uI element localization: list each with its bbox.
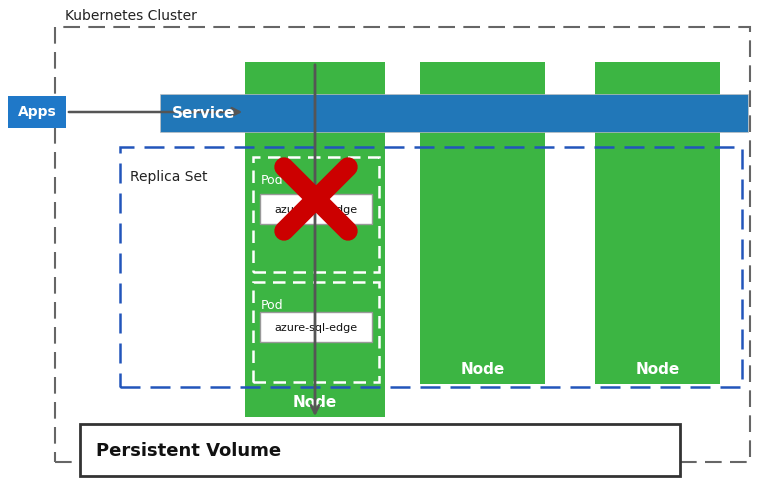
Text: Replica Set: Replica Set [130,170,207,184]
Text: Kubernetes Cluster: Kubernetes Cluster [65,9,197,23]
Text: Pod: Pod [261,299,284,312]
Bar [245,100,385,417]
Bar [420,63,545,101]
Text: Service: Service [172,106,236,121]
Text: Persistent Volume: Persistent Volume [96,441,281,459]
Bar [55,28,750,462]
Text: Apps: Apps [18,105,57,119]
Bar [80,424,680,476]
Text: Pod: Pod [261,174,284,187]
Bar [160,95,748,133]
Text: Node: Node [293,394,337,409]
Text: azure-sql-edge: azure-sql-edge [275,322,357,332]
Text: azure-sql-edge: azure-sql-edge [275,204,357,214]
Bar [245,63,385,101]
Bar [260,313,372,342]
Text: Node: Node [636,361,679,376]
Bar [8,97,66,129]
Bar [253,283,379,382]
Bar [420,100,545,384]
Bar [253,158,379,273]
Bar [595,63,720,101]
Bar [595,100,720,384]
Text: Node: Node [461,361,505,376]
Bar [260,194,372,224]
Bar [120,148,742,387]
